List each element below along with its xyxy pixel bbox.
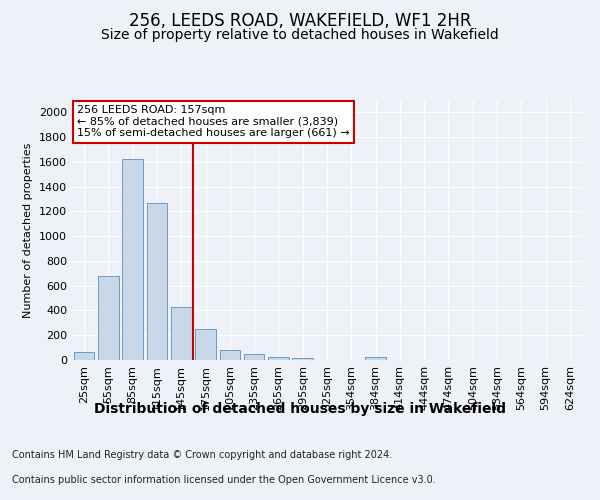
Text: Contains public sector information licensed under the Open Government Licence v3: Contains public sector information licen… [12,475,436,485]
Bar [292,358,313,360]
Bar [122,160,143,360]
Bar [146,203,167,360]
Bar [74,352,94,360]
Text: 256, LEEDS ROAD, WAKEFIELD, WF1 2HR: 256, LEEDS ROAD, WAKEFIELD, WF1 2HR [129,12,471,30]
Bar [268,357,289,360]
Text: Contains HM Land Registry data © Crown copyright and database right 2024.: Contains HM Land Registry data © Crown c… [12,450,392,460]
Bar [365,357,386,360]
Bar [220,350,240,360]
Bar [98,276,119,360]
Text: Distribution of detached houses by size in Wakefield: Distribution of detached houses by size … [94,402,506,416]
Bar [244,354,265,360]
Text: Size of property relative to detached houses in Wakefield: Size of property relative to detached ho… [101,28,499,42]
Y-axis label: Number of detached properties: Number of detached properties [23,142,34,318]
Bar [195,330,216,360]
Bar [171,307,191,360]
Text: 256 LEEDS ROAD: 157sqm
← 85% of detached houses are smaller (3,839)
15% of semi-: 256 LEEDS ROAD: 157sqm ← 85% of detached… [77,105,350,138]
